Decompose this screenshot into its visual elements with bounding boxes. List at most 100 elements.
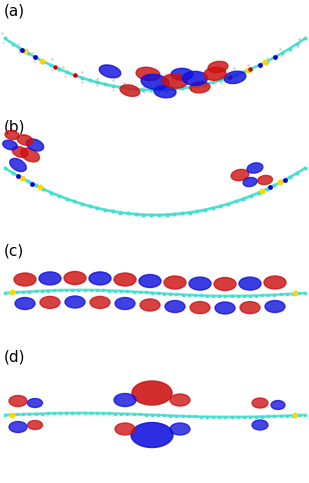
Ellipse shape [190,301,210,313]
Point [10,169,15,177]
Ellipse shape [265,300,285,313]
Point [125,410,130,418]
Point [290,412,295,419]
Ellipse shape [204,67,226,80]
Point [103,206,108,213]
Point [278,412,283,420]
Ellipse shape [14,273,36,286]
Ellipse shape [21,148,40,162]
Ellipse shape [132,381,172,405]
Point [248,292,252,299]
Point [277,179,282,186]
Point [70,286,75,294]
Ellipse shape [239,277,261,290]
Point [264,57,269,65]
Point [205,292,210,299]
Point [137,288,142,296]
Point [2,411,7,419]
Point [223,292,228,300]
Point [164,86,169,94]
Point [226,74,231,82]
Point [180,85,184,92]
Point [23,47,28,55]
Point [186,412,191,420]
Point [131,288,136,296]
Point [82,286,87,294]
Point [49,61,54,69]
Point [149,211,154,219]
Point [110,87,115,95]
Ellipse shape [154,85,176,98]
Point [261,54,266,62]
Point [110,207,115,215]
Point [211,413,216,421]
Point [15,172,20,180]
Text: (b): (b) [4,119,26,134]
Ellipse shape [163,74,188,88]
Ellipse shape [12,146,28,157]
Point [254,413,259,421]
Point [141,211,146,219]
Point [39,287,44,295]
Point [143,288,148,296]
Point [30,180,35,187]
Point [82,409,87,417]
Point [64,409,69,417]
Ellipse shape [26,139,44,151]
Point [195,207,200,215]
Point [260,187,265,195]
Ellipse shape [5,130,19,140]
Point [248,413,252,421]
Point [64,286,69,294]
Point [52,410,57,417]
Ellipse shape [264,276,286,289]
Point [4,38,9,45]
Ellipse shape [240,301,260,313]
Point [287,44,292,52]
Point [273,53,277,61]
Point [156,411,161,419]
Point [169,82,174,89]
Point [141,86,146,94]
Point [218,202,223,210]
Point [133,85,138,93]
Point [64,195,69,202]
Ellipse shape [28,398,43,408]
Ellipse shape [114,273,136,286]
Ellipse shape [120,85,140,96]
Ellipse shape [252,420,268,430]
Point [233,71,238,79]
Ellipse shape [15,298,35,310]
Point [303,35,307,43]
Point [52,286,57,294]
Point [156,86,161,94]
Point [2,35,7,43]
Point [149,86,154,94]
Point [205,413,210,421]
Point [26,49,31,57]
Point [118,84,123,91]
Point [241,68,246,76]
Text: (d): (d) [4,349,26,364]
Point [210,79,215,86]
Point [119,287,124,295]
Point [110,75,115,83]
Point [266,291,271,299]
Point [263,58,268,66]
Point [150,411,154,419]
Point [241,413,246,421]
Ellipse shape [9,396,27,407]
Point [241,292,246,300]
Point [113,287,118,295]
Point [87,202,92,210]
Point [195,82,200,90]
Point [79,200,84,208]
Point [150,289,154,297]
Ellipse shape [115,298,135,310]
Point [187,209,192,216]
Point [88,409,93,417]
Point [256,189,261,197]
Ellipse shape [165,300,185,313]
Point [205,84,210,91]
Point [156,289,161,297]
